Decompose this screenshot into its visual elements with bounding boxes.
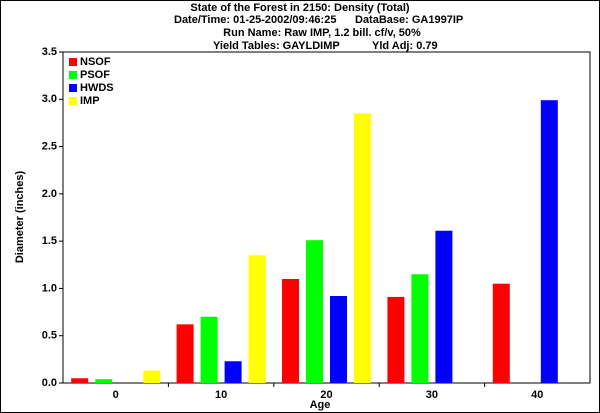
legend-label: NSOF [80, 56, 111, 68]
bar [248, 255, 266, 383]
subtitle: Run Name: Raw IMP, 1.2 bill. cf/v, 50% [223, 27, 421, 39]
bar [492, 283, 510, 383]
legend-swatch [69, 84, 77, 92]
subtitle: DataBase: GA1997IP [355, 14, 463, 26]
legend-label: HWDS [80, 82, 114, 94]
legend-label: IMP [80, 95, 100, 107]
bar [354, 113, 371, 383]
bar [306, 240, 323, 383]
y-tick-label: 0.5 [42, 330, 57, 342]
y-axis-label: Diameter (inches) [14, 171, 26, 264]
y-tick-label: 2.5 [42, 140, 57, 152]
y-tick-label: 3.0 [42, 93, 57, 105]
x-tick-label: 40 [531, 389, 543, 401]
subtitle: Date/Time: 01-25-2002/09:46:25 [174, 14, 336, 26]
bar [176, 324, 194, 383]
bar [95, 379, 113, 383]
y-tick-label: 1.5 [42, 235, 57, 247]
bar [435, 230, 453, 383]
subtitle: Yield Tables: GAYLDIMP [213, 40, 340, 52]
legend-swatch [69, 58, 77, 66]
chart-title: State of the Forest in 2150: Density (To… [190, 2, 410, 14]
bar [540, 100, 558, 383]
bar [224, 361, 242, 383]
x-tick-label: 30 [426, 389, 438, 401]
y-tick-label: 1.0 [42, 282, 57, 294]
bar [387, 296, 405, 383]
y-tick-label: 0.0 [42, 377, 57, 389]
legend-label: PSOF [80, 69, 110, 81]
bar [200, 316, 218, 383]
bar [411, 274, 429, 383]
y-tick-label: 2.0 [42, 188, 57, 200]
bar [330, 295, 347, 383]
bar [143, 370, 161, 383]
y-tick-label: 3.5 [42, 46, 57, 58]
x-tick-label: 10 [215, 389, 227, 401]
plot-area [62, 51, 591, 384]
legend-swatch [69, 97, 77, 105]
legend-swatch [69, 71, 77, 79]
subtitle: Yld Adj: 0.79 [372, 40, 438, 52]
x-axis-label: Age [310, 399, 331, 411]
bar [71, 378, 89, 383]
bar [282, 278, 299, 383]
x-tick-label: 20 [320, 389, 332, 401]
x-tick-label: 0 [113, 389, 119, 401]
